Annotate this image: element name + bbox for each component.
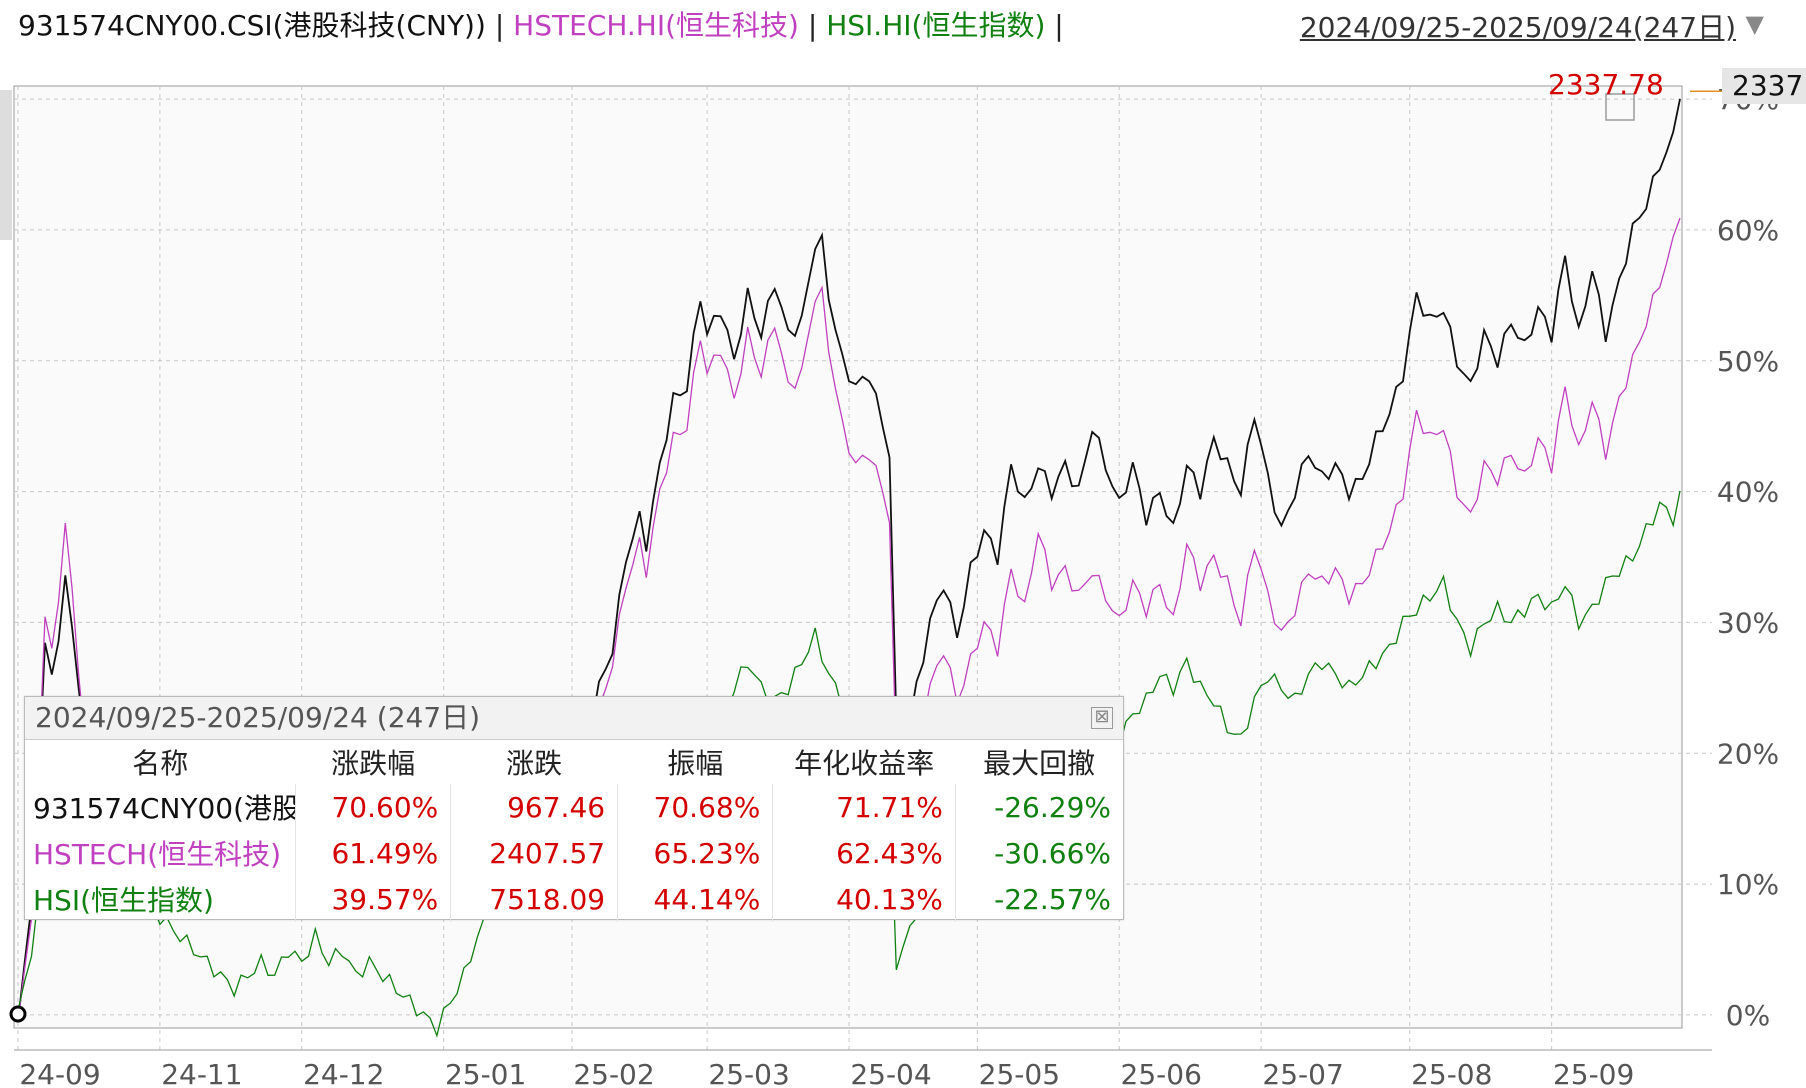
row-amp: 70.68% xyxy=(617,784,773,830)
stats-panel-range: 2024/09/25-2025/09/24 (247日) xyxy=(35,701,481,734)
row-chg: 7518.09 xyxy=(450,876,618,922)
row-name: HSTECH(恒生科技) xyxy=(33,838,282,871)
row-name: 931574CNY00(港股科技(CNY)) xyxy=(33,792,296,825)
x-tick-label: 24-09 xyxy=(19,1058,100,1088)
column-header: 最大回撤 xyxy=(983,747,1096,780)
chart-header: 931574CNY00.CSI(港股科技(CNY)) | HSTECH.HI(恒… xyxy=(18,4,1064,44)
x-tick-label: 25-04 xyxy=(850,1058,931,1088)
column-header: 振幅 xyxy=(667,747,724,780)
y-tick-label: 40% xyxy=(1717,476,1779,509)
series-3-legend[interactable]: HSI.HI(恒生指数) xyxy=(826,9,1046,42)
left-toolbar-strip[interactable] xyxy=(0,90,12,240)
latest-value-tag: 2337. xyxy=(1722,68,1806,104)
row-mdd: -22.57% xyxy=(954,876,1123,922)
separator: | xyxy=(1054,9,1064,42)
column-header: 涨跌幅 xyxy=(331,747,416,780)
row-ann: 71.71% xyxy=(772,784,956,830)
table-row[interactable]: 931574CNY00(港股科技(CNY)) 70.60% 967.46 70.… xyxy=(25,784,1123,830)
row-chg: 967.46 xyxy=(450,784,618,830)
chevron-down-icon[interactable]: ▼ xyxy=(1745,10,1764,38)
column-header: 涨跌 xyxy=(506,747,563,780)
row-ann: 62.43% xyxy=(772,830,956,876)
latest-value-label: 2337.78 xyxy=(1548,68,1664,101)
x-tick-label: 25-09 xyxy=(1553,1058,1634,1088)
row-chg: 2407.57 xyxy=(450,830,618,876)
y-tick-label: 50% xyxy=(1717,345,1779,378)
table-row[interactable]: HSTECH(恒生科技) 61.49% 2407.57 65.23% 62.43… xyxy=(25,830,1123,876)
x-tick-label: 25-07 xyxy=(1262,1058,1343,1088)
x-tick-label: 25-06 xyxy=(1121,1058,1202,1088)
y-tick-label: 30% xyxy=(1717,606,1779,639)
column-header: 名称 xyxy=(132,747,189,780)
stats-table: 名称 涨跌幅 涨跌 振幅 年化收益率 最大回撤 931574CNY00(港股科技… xyxy=(25,740,1123,922)
series-1-legend[interactable]: 931574CNY00.CSI(港股科技(CNY)) xyxy=(18,9,486,42)
x-tick-label: 25-01 xyxy=(445,1058,526,1088)
row-chg-pct: 70.60% xyxy=(294,784,451,830)
row-mdd: -26.29% xyxy=(954,784,1123,830)
separator: | xyxy=(494,9,505,42)
y-tick-label: 60% xyxy=(1717,214,1779,247)
x-tick-label: 25-03 xyxy=(708,1058,789,1088)
y-tick-label: 20% xyxy=(1717,737,1779,770)
row-chg-pct: 39.57% xyxy=(294,876,451,922)
x-tick-label: 24-11 xyxy=(161,1058,242,1088)
stats-panel: 2024/09/25-2025/09/24 (247日) ⊠ 名称 涨跌幅 涨跌… xyxy=(24,696,1124,922)
crosshair-origin-icon xyxy=(9,1005,27,1023)
row-ann: 40.13% xyxy=(772,876,956,922)
column-header: 年化收益率 xyxy=(794,747,935,780)
close-icon[interactable]: ⊠ xyxy=(1091,707,1113,729)
zoom-box-icon xyxy=(1605,93,1635,121)
x-tick-label: 25-05 xyxy=(979,1058,1060,1088)
date-range-selector[interactable]: 2024/09/25-2025/09/24(247日) xyxy=(1299,11,1736,44)
y-tick-label: 10% xyxy=(1717,868,1779,901)
x-tick-label: 25-08 xyxy=(1411,1058,1492,1088)
row-mdd: -30.66% xyxy=(954,830,1123,876)
row-chg-pct: 61.49% xyxy=(294,830,451,876)
row-name: HSI(恒生指数) xyxy=(33,884,214,917)
x-tick-label: 25-02 xyxy=(573,1058,654,1088)
row-amp: 65.23% xyxy=(617,830,773,876)
x-tick-label: 24-12 xyxy=(303,1058,384,1088)
row-amp: 44.14% xyxy=(617,876,773,922)
series-2-legend[interactable]: HSTECH.HI(恒生科技) xyxy=(513,9,799,42)
separator: | xyxy=(807,9,818,42)
stats-panel-title: 2024/09/25-2025/09/24 (247日) ⊠ xyxy=(25,697,1123,740)
table-row[interactable]: HSI(恒生指数) 39.57% 7518.09 44.14% 40.13% -… xyxy=(25,876,1123,922)
y-tick-label: 0% xyxy=(1726,999,1770,1032)
